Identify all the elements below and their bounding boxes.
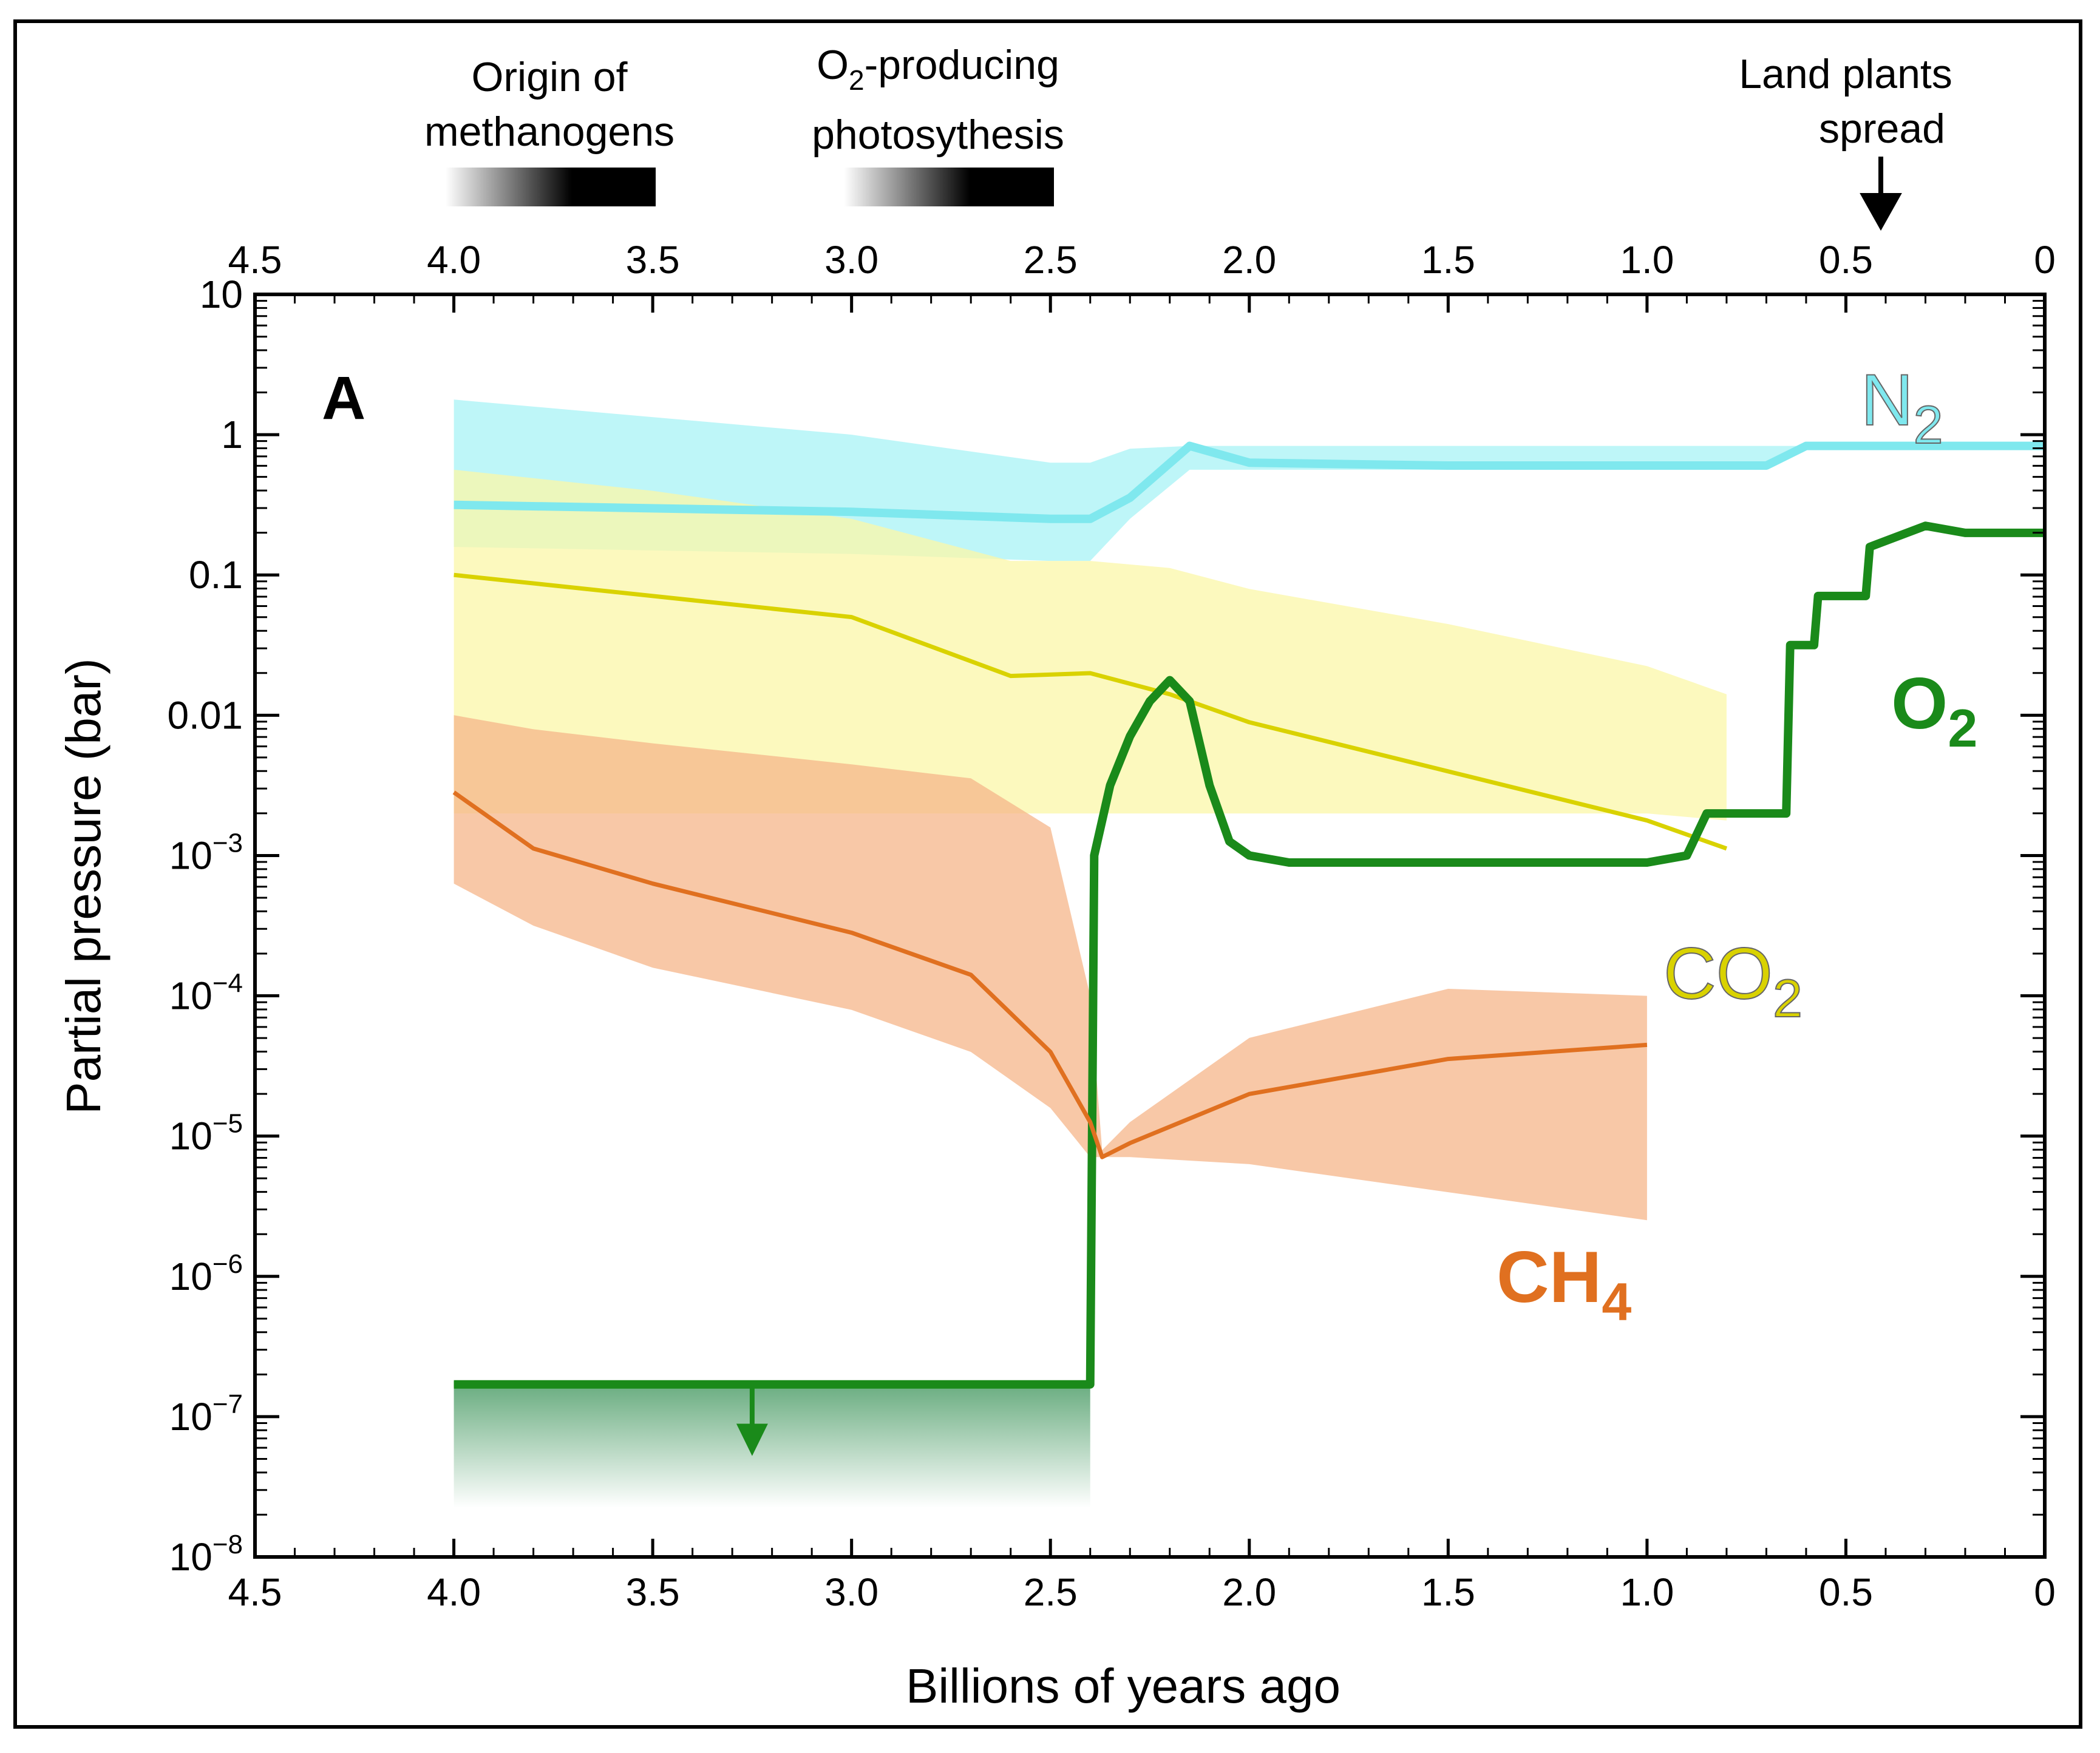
x-tick-label-top: 1.0 [1620, 238, 1674, 282]
plot-area-border [253, 293, 2047, 1559]
y-tick-label: 10−6 [169, 1249, 243, 1298]
x-tick-label-top: 1.5 [1421, 238, 1475, 282]
y-tick-label: 10−4 [169, 969, 243, 1018]
x-tick-label-top: 0.5 [1819, 238, 1873, 282]
annotation-land-plants-line1: Land plants [1739, 51, 1952, 97]
band-co2 [454, 469, 1727, 821]
series-line-co2 [454, 572, 1728, 851]
y-tick-label: 10−7 [169, 1389, 243, 1439]
x-tick-label-bottom: 1.5 [1421, 1570, 1475, 1614]
annotation-group: Origin of methanogens O2-producing photo… [424, 42, 1952, 231]
o2-upper-limit-band [454, 1384, 1090, 1508]
x-tick-label-bottom: 4.0 [427, 1570, 481, 1614]
annotation-methanogens-line2: methanogens [424, 109, 675, 155]
x-tick-label-top: 0 [2034, 238, 2056, 282]
annotation-methanogens-line1: Origin of [472, 54, 628, 100]
x-tick-label-bottom: 2.5 [1024, 1570, 1078, 1614]
x-tick-label-bottom: 3.5 [626, 1570, 680, 1614]
y-tick-label: 10−3 [169, 828, 243, 877]
x-tick-label-bottom: 4.5 [228, 1570, 282, 1614]
x-tick-label-top: 3.5 [626, 238, 680, 282]
annotation-photosynthesis-line2: photosythesis [812, 112, 1064, 158]
y-tick-label: 0.01 [167, 693, 243, 737]
o2-limit-arrow-head [736, 1423, 768, 1456]
series-line-ch4 [452, 790, 1648, 1159]
photosynthesis-gradient-bar [844, 168, 1054, 206]
x-tick-label-top: 4.5 [228, 238, 282, 282]
x-tick-label-bottom: 2.0 [1222, 1570, 1276, 1614]
series-label-ch4: CH4 [1497, 1236, 1631, 1332]
annotation-photosynthesis-line1: O2-producing [817, 42, 1059, 96]
y-tick-label: 10−5 [169, 1109, 243, 1158]
y-tick-label: 0.1 [189, 553, 243, 597]
x-tick-label-bottom: 0.5 [1819, 1570, 1873, 1614]
series-line-n2 [454, 441, 2045, 523]
panel-label: A [322, 364, 365, 432]
x-tick-label-top: 3.0 [824, 238, 878, 282]
y-tick-label: 1 [221, 413, 243, 456]
y-axis-title: Partial pressure (bar) [56, 658, 110, 1114]
x-tick-label-bottom: 1.0 [1620, 1570, 1674, 1614]
x-tick-label-top: 4.0 [427, 238, 481, 282]
series-line-o2 [454, 521, 2045, 1389]
x-tick-label-top: 2.0 [1222, 238, 1276, 282]
x-axis-title: Billions of years ago [906, 1659, 1341, 1713]
series-label-co2: CO2 [1663, 933, 1803, 1028]
series-label-n2: N2 [1861, 359, 1943, 455]
y-tick-label: 10−8 [169, 1530, 243, 1579]
series-label-o2: O2 [1891, 663, 1977, 758]
methanogens-gradient-bar [446, 168, 656, 206]
annotation-land-plants-line2: spread [1819, 106, 1945, 152]
band-ch4 [454, 715, 1647, 1221]
y-tick-label: 10 [200, 273, 243, 316]
x-tick-label-bottom: 3.0 [824, 1570, 878, 1614]
x-tick-label-top: 2.5 [1024, 238, 1078, 282]
x-tick-label-bottom: 0 [2034, 1570, 2056, 1614]
land-plants-arrow [1860, 157, 1902, 231]
